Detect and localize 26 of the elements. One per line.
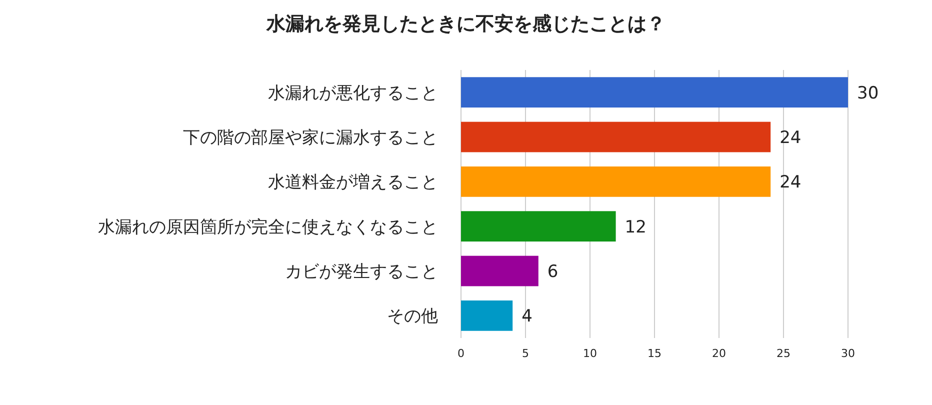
x-tick-label: 5 xyxy=(522,347,529,360)
y-tick-label: その他 xyxy=(387,306,438,327)
y-tick-label: 下の階の部屋や家に漏水すること xyxy=(183,128,438,148)
data-label: 24 xyxy=(780,128,802,148)
bar xyxy=(461,211,616,242)
y-tick-label: カビが発生すること xyxy=(285,262,438,282)
y-tick-label: 水漏れが悪化すること xyxy=(268,83,438,104)
x-tick-label: 0 xyxy=(458,347,464,360)
bar xyxy=(461,300,513,331)
data-label: 30 xyxy=(857,83,879,104)
x-tick-label: 30 xyxy=(841,347,855,360)
x-tick-label: 10 xyxy=(583,347,597,360)
data-label: 24 xyxy=(780,172,802,193)
x-tick-label: 15 xyxy=(648,347,662,360)
y-tick-label: 水道料金が増えること xyxy=(268,172,438,193)
bar xyxy=(461,166,771,197)
y-tick-label: 水漏れの原因箇所が完全に使えなくなること xyxy=(98,217,438,238)
bar xyxy=(461,122,771,152)
bar xyxy=(461,256,538,286)
x-tick-label: 20 xyxy=(712,347,726,360)
data-label: 12 xyxy=(624,217,646,238)
bar xyxy=(461,77,848,108)
x-tick-label: 25 xyxy=(776,347,790,360)
data-label: 4 xyxy=(522,306,532,327)
chart-title: 水漏れを発見したときに不安を感じたことは？ xyxy=(266,13,666,35)
data-label: 6 xyxy=(547,262,558,282)
